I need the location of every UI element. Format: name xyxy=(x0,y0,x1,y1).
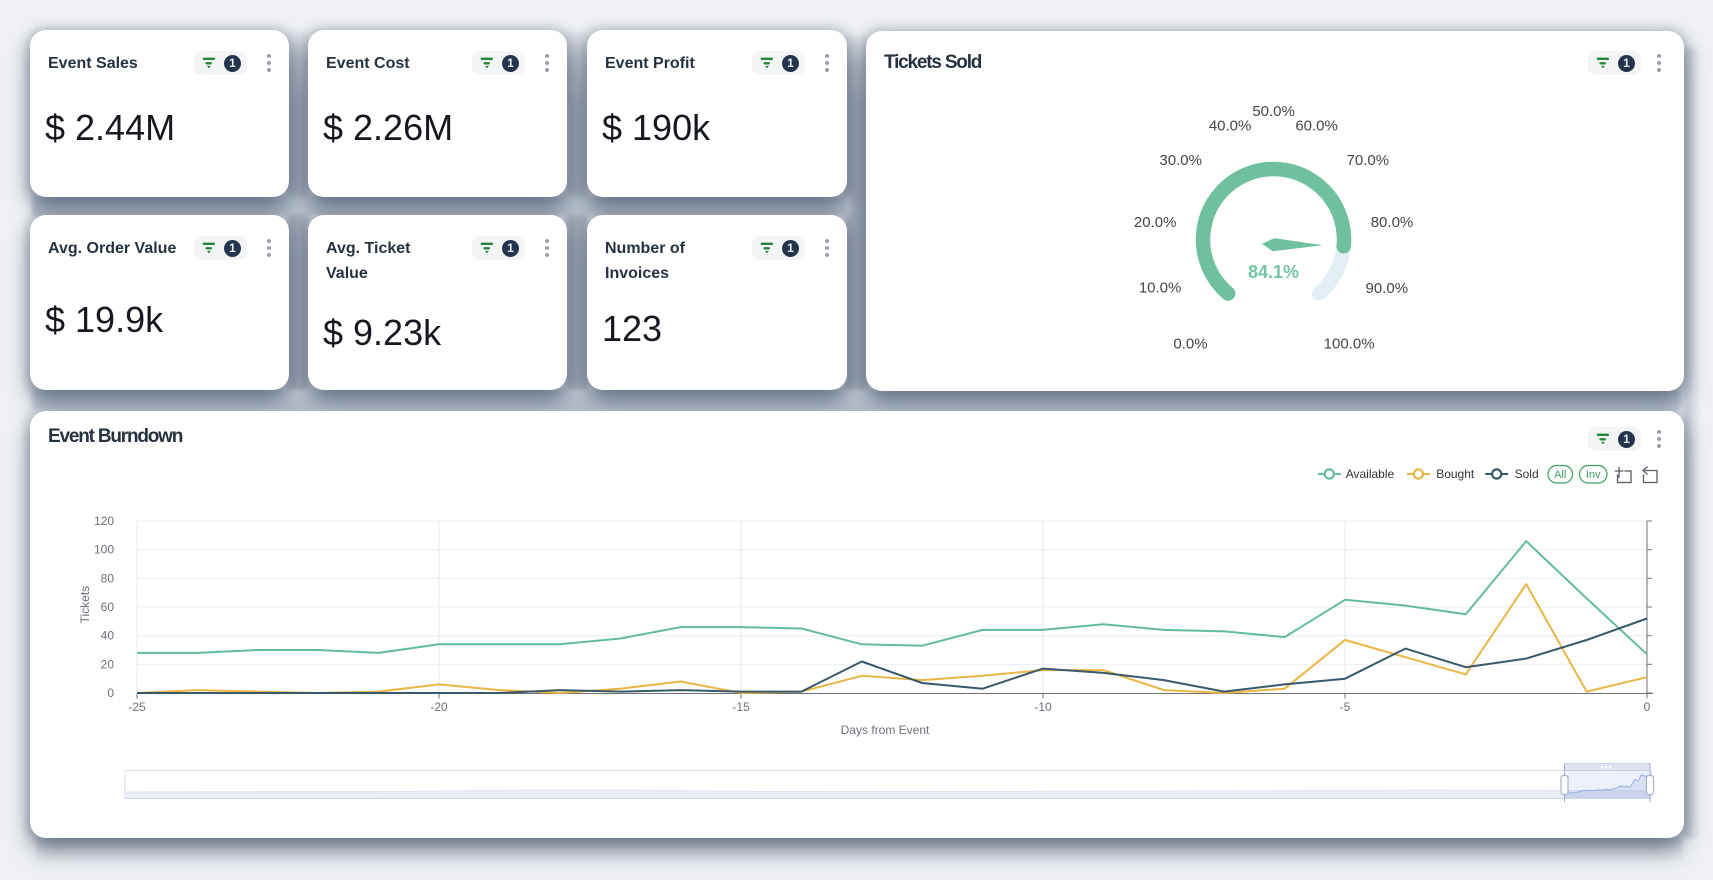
svg-text:120: 120 xyxy=(94,514,114,528)
svg-text:84.1%: 84.1% xyxy=(1248,262,1299,282)
svg-text:0: 0 xyxy=(107,686,114,700)
svg-text:-5: -5 xyxy=(1340,700,1351,714)
svg-text:-10: -10 xyxy=(1034,700,1052,714)
svg-text:60.0%: 60.0% xyxy=(1295,118,1338,135)
svg-text:Bought: Bought xyxy=(1436,467,1475,481)
svg-text:70.0%: 70.0% xyxy=(1347,152,1390,169)
svg-text:90.0%: 90.0% xyxy=(1366,280,1409,297)
svg-text:-25: -25 xyxy=(128,700,146,714)
svg-text:0: 0 xyxy=(1644,700,1651,714)
svg-text:100: 100 xyxy=(94,543,114,557)
svg-text:60: 60 xyxy=(101,600,115,614)
svg-text:Days from Event: Days from Event xyxy=(841,723,930,737)
svg-text:Sold: Sold xyxy=(1515,467,1539,481)
svg-text:All: All xyxy=(1554,469,1566,481)
svg-text:30.0%: 30.0% xyxy=(1159,152,1202,169)
svg-text:-20: -20 xyxy=(430,700,448,714)
svg-text:10.0%: 10.0% xyxy=(1139,280,1182,297)
svg-text:0.0%: 0.0% xyxy=(1173,336,1207,353)
svg-text:40.0%: 40.0% xyxy=(1209,118,1252,135)
svg-text:Inv: Inv xyxy=(1586,469,1601,481)
svg-text:Tickets: Tickets xyxy=(78,586,92,624)
svg-text:50.0%: 50.0% xyxy=(1252,103,1295,120)
svg-text:80.0%: 80.0% xyxy=(1371,214,1414,231)
svg-text:40: 40 xyxy=(101,629,115,643)
svg-text:Available: Available xyxy=(1346,467,1395,481)
svg-text:80: 80 xyxy=(101,571,115,585)
svg-text:20: 20 xyxy=(101,657,115,671)
svg-text:20.0%: 20.0% xyxy=(1134,214,1177,231)
svg-text:-15: -15 xyxy=(732,700,750,714)
svg-text:100.0%: 100.0% xyxy=(1324,336,1375,353)
